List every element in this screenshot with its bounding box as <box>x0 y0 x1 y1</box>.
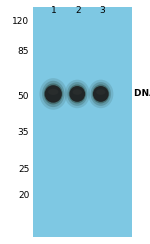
Ellipse shape <box>73 89 82 95</box>
Ellipse shape <box>91 82 111 106</box>
Ellipse shape <box>67 82 87 106</box>
Ellipse shape <box>88 80 113 108</box>
Text: 1: 1 <box>51 7 57 15</box>
Ellipse shape <box>92 84 110 103</box>
Ellipse shape <box>69 86 85 102</box>
Text: 85: 85 <box>18 47 29 56</box>
Text: 20: 20 <box>18 191 29 200</box>
Text: 3: 3 <box>99 7 105 15</box>
Ellipse shape <box>65 80 90 108</box>
Text: 2: 2 <box>75 7 81 15</box>
Ellipse shape <box>39 78 67 110</box>
Text: DNA pol δ3: DNA pol δ3 <box>134 90 150 98</box>
Text: 120: 120 <box>12 18 29 26</box>
Ellipse shape <box>48 89 58 95</box>
Ellipse shape <box>42 81 64 107</box>
Ellipse shape <box>96 89 106 95</box>
Text: 25: 25 <box>18 165 29 174</box>
Text: 35: 35 <box>18 129 29 137</box>
Ellipse shape <box>93 86 109 102</box>
Ellipse shape <box>69 84 86 103</box>
Bar <box>33 7 132 237</box>
Ellipse shape <box>44 83 63 104</box>
Text: 50: 50 <box>18 92 29 101</box>
Ellipse shape <box>45 85 62 103</box>
